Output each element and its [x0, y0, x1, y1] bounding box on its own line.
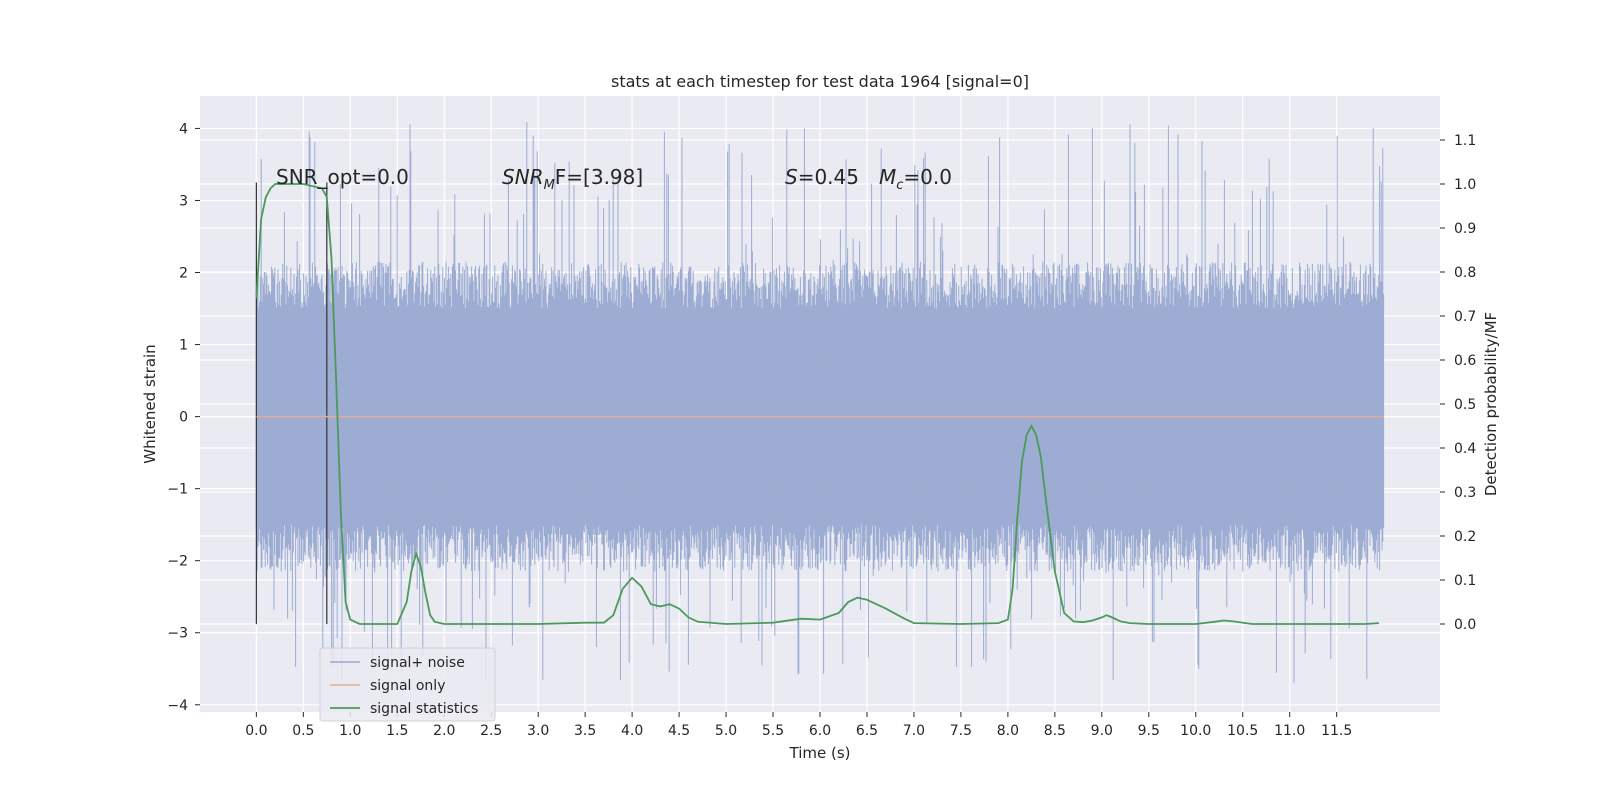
x-axis: 0.0 0.5 1.0 1.5 2.0 2.5 3.0 3.5 4.0 4.5 5.0 5.5 6.0 6…	[245, 712, 1352, 739]
annotations: SNR_opt=0.0 SNRMF=[3.98] S=0.45 Mc=0.0	[276, 165, 952, 193]
x-tick-label: 7.5	[950, 723, 972, 739]
chart-title: stats at each timestep for test data 196…	[611, 72, 1029, 91]
x-tick-label: 4.0	[621, 723, 643, 739]
y-right-tick-label: 0.2	[1454, 529, 1476, 545]
x-tick-label: 9.5	[1138, 723, 1160, 739]
s-value: =0.45	[798, 165, 859, 189]
x-tick-label: 0.5	[292, 723, 314, 739]
x-tick-label: 8.0	[997, 723, 1019, 739]
x-tick-label: 4.5	[668, 723, 690, 739]
snr-mf-subscript: M	[544, 178, 555, 193]
y-tick-label: 0	[179, 410, 188, 426]
x-axis-label: Time (s)	[789, 744, 851, 762]
x-tick-label: 0.0	[245, 723, 267, 739]
y-tick-label: 1	[179, 338, 188, 354]
x-tick-label: 1.0	[339, 723, 361, 739]
y-tick-label: −4	[167, 698, 188, 714]
legend-box	[319, 647, 496, 722]
y-axis-left: −4 −3 −2 −1 0 1 2 3 4	[167, 121, 200, 714]
y-tick-label: −1	[167, 482, 188, 498]
legend-label-signal-noise: signal+ noise	[370, 655, 465, 671]
y-right-tick-label: 0.8	[1454, 265, 1476, 281]
s-annotation: S=0.45	[785, 165, 859, 189]
x-tick-label: 5.0	[715, 723, 737, 739]
x-tick-label: 10.0	[1180, 723, 1211, 739]
signal-statistics-line	[255, 183, 1379, 625]
snr-mf-annotation: SNRMF=[3.98]	[502, 165, 643, 193]
y-tick-label: −2	[167, 554, 188, 570]
snr-mf-prefix: SNR	[502, 165, 544, 189]
s-label: S	[785, 165, 798, 189]
mc-annotation: Mc=0.0	[879, 165, 952, 193]
y-axis-label: Whitened strain	[141, 344, 159, 463]
vertical-markers	[255, 182, 328, 625]
x-tick-label: 11.0	[1274, 723, 1305, 739]
y-tick-label: 2	[179, 266, 188, 282]
x-tick-label: 7.0	[903, 723, 925, 739]
legend: signal+ noise signal only signal statist…	[319, 647, 496, 722]
x-tick-label: 2.0	[433, 723, 455, 739]
x-tick-label: 3.5	[574, 723, 596, 739]
mc-value: =0.0	[903, 165, 952, 189]
y-axis-right: 0.0 0.1 0.2 0.3 0.4 0.5 0.6 0.7 0.8 0.9 1.0 1.1	[1440, 133, 1476, 633]
y-right-tick-label: 0.6	[1454, 353, 1476, 369]
y-right-tick-label: 0.4	[1454, 441, 1476, 457]
x-tick-label: 5.5	[762, 723, 784, 739]
x-tick-label: 6.0	[809, 723, 831, 739]
x-tick-label: 3.0	[527, 723, 549, 739]
y-right-tick-label: 0.7	[1454, 309, 1476, 325]
legend-label-signal-only: signal only	[370, 678, 445, 694]
y-right-tick-label: 0.3	[1454, 485, 1476, 501]
x-tick-label: 6.5	[856, 723, 878, 739]
x-tick-label: 2.5	[480, 723, 502, 739]
y-tick-label: 4	[179, 121, 188, 137]
y-right-tick-label: 0.5	[1454, 397, 1476, 413]
y-tick-label: 3	[179, 193, 188, 209]
y-right-tick-label: 0.1	[1454, 573, 1476, 589]
mc-subscript: c	[896, 178, 903, 193]
y-tick-label: −3	[167, 626, 188, 642]
snr-mf-suffix: F=[3.98]	[555, 165, 643, 189]
y-right-tick-label: 1.1	[1454, 133, 1476, 149]
y-right-tick-label: 1.0	[1454, 177, 1476, 193]
x-tick-label: 11.5	[1321, 723, 1352, 739]
x-tick-label: 10.5	[1227, 723, 1258, 739]
mc-label: M	[879, 165, 896, 189]
y-right-tick-label: 0.0	[1454, 617, 1476, 633]
legend-label-signal-statistics: signal statistics	[370, 701, 478, 717]
y-right-tick-label: 0.9	[1454, 221, 1476, 237]
x-tick-label: 1.5	[386, 723, 408, 739]
y-axis-right-label: Detection probability/MF	[1482, 312, 1500, 496]
x-tick-label: 8.5	[1044, 723, 1066, 739]
snr-opt-annotation: SNR_opt=0.0	[276, 165, 409, 189]
x-tick-label: 9.0	[1091, 723, 1113, 739]
